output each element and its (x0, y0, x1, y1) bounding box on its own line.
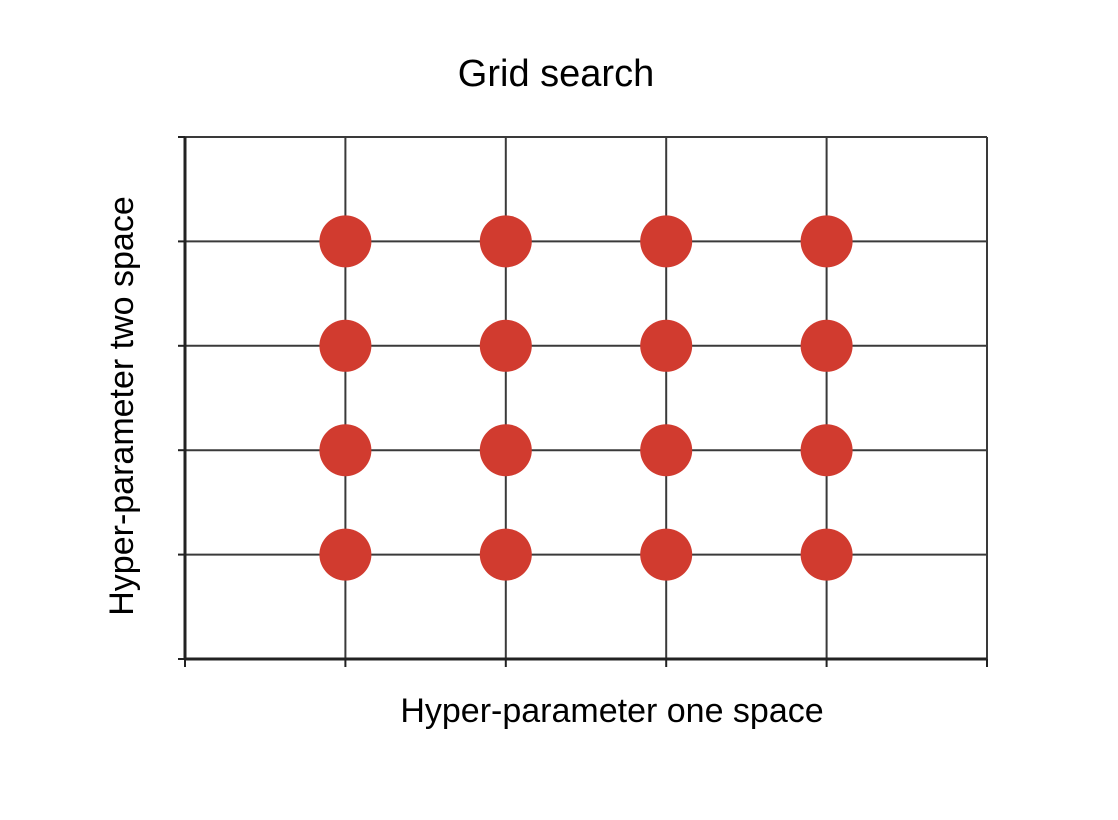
search-point (479, 528, 532, 581)
search-point (800, 215, 853, 268)
diagram-title: Grid search (458, 53, 654, 95)
search-point (319, 319, 372, 372)
search-point (640, 528, 693, 581)
y-axis-label: Hyper-parameter two space (103, 196, 141, 616)
search-point (800, 319, 853, 372)
grid-lines (185, 137, 987, 659)
search-point (640, 424, 693, 477)
search-point (319, 215, 372, 268)
plot-frame (183, 136, 988, 661)
search-point (479, 424, 532, 477)
search-points (319, 215, 853, 581)
search-point (479, 319, 532, 372)
search-point (319, 528, 372, 581)
axis-ticks (178, 136, 988, 667)
search-point (640, 319, 693, 372)
search-point (479, 215, 532, 268)
search-point (640, 215, 693, 268)
search-point (319, 424, 372, 477)
search-point (800, 528, 853, 581)
x-axis-label: Hyper-parameter one space (400, 692, 823, 730)
search-point (800, 424, 853, 477)
